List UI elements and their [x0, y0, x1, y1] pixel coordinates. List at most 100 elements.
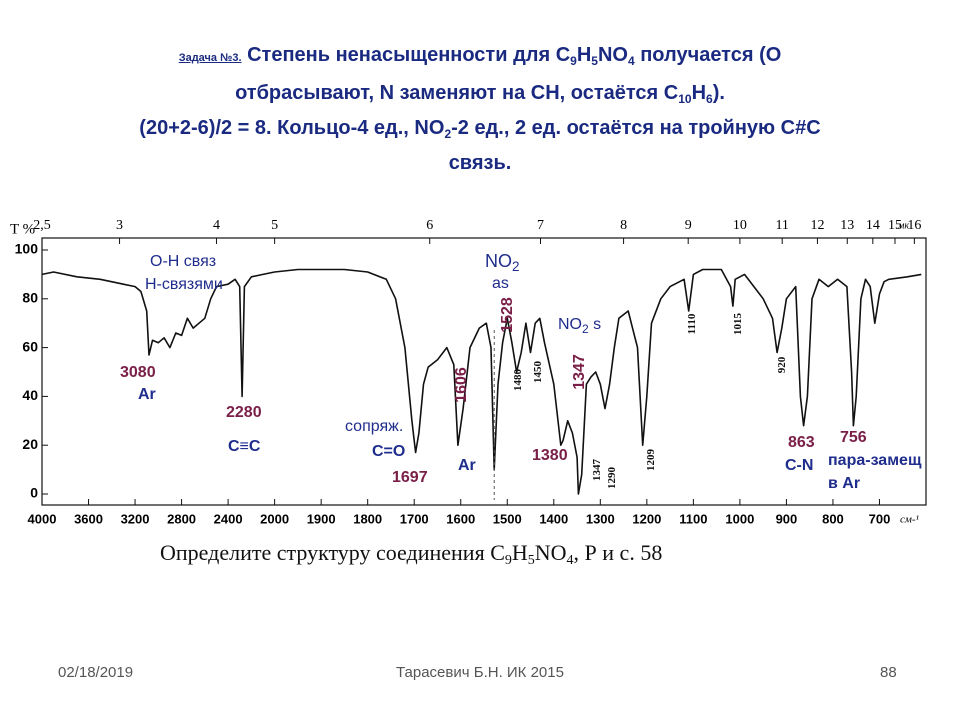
x-tick-label: 2800 [167, 511, 196, 526]
annotation: 1697 [392, 469, 428, 486]
annotation: пара-замещ [828, 452, 922, 469]
header-line: отбрасывают, N заменяют на CH, остаётся … [40, 76, 920, 111]
annotation-text: 3080 [120, 364, 156, 381]
footer-author: Тарасевич Б.Н. ИК 2015 [396, 664, 564, 681]
subscript: 2 [444, 127, 452, 141]
annotation-sub: 2 [512, 259, 520, 274]
subscript: 5 [591, 54, 598, 68]
annotation: NO2 s [558, 316, 601, 336]
x-tick-label: 1600 [446, 511, 475, 526]
x-tick-label: 1400 [539, 511, 568, 526]
x2-tick-label: 11 [775, 218, 788, 233]
text: получается (O [634, 44, 782, 66]
annotation-text: 1290 [606, 467, 618, 490]
header-line: связь. [40, 146, 920, 181]
annotation: 1380 [532, 447, 568, 464]
x2-tick-label: 3 [116, 218, 123, 233]
x2-axis-label: мк [897, 220, 909, 231]
annotation-text: C-N [785, 457, 813, 474]
annotation-text: 863 [788, 434, 815, 451]
subscript: 4 [566, 553, 574, 568]
y-tick-label: 80 [22, 290, 38, 306]
x2-tick-label: 2,5 [33, 218, 51, 233]
footer-page: 88 [880, 664, 897, 681]
annotation-text: C≡C [228, 438, 261, 455]
caption: Определите структуру соединения C9H5NO4,… [160, 540, 663, 568]
annotation-text: 1347 [571, 354, 588, 390]
text: Определите структуру соединения C [160, 540, 505, 565]
text: H [691, 82, 707, 104]
annotation: 3080 [120, 364, 156, 381]
x-tick-label: 3600 [74, 511, 103, 526]
annotation-text: 1015 [732, 313, 744, 336]
annotation-text: 1209 [645, 449, 657, 472]
annotation: 1110 [686, 313, 698, 334]
annotation: 1209 [645, 449, 657, 472]
x-tick-label: 2400 [214, 511, 243, 526]
annotation: в Ar [828, 475, 860, 492]
x-axis-label: см-¹ [900, 514, 919, 526]
x2-tick-label: 10 [733, 218, 747, 233]
text: связь. [448, 152, 512, 174]
annotation-text: Ar [458, 457, 476, 474]
annotation: сопряж. [345, 418, 403, 435]
annotation: O-H связ [150, 253, 216, 270]
text: Степень ненасыщенности для C [241, 44, 571, 66]
annotation-text: Ar [138, 386, 156, 403]
annotation: C-N [785, 457, 813, 474]
text: отбрасывают, N заменяют на CH, остаётся … [235, 82, 679, 104]
y-axis-label: T % [10, 221, 35, 237]
annotation-text: 1450 [532, 361, 544, 384]
annotation: 2280 [226, 404, 262, 421]
x-tick-label: 2000 [260, 511, 289, 526]
text: , Р и с. 58 [573, 540, 663, 565]
annotation: C≡C [228, 438, 261, 455]
subscript: 9 [504, 553, 512, 568]
subscript: 9 [570, 54, 577, 68]
text: NO [534, 540, 567, 565]
annotation-text: O-H связ [150, 253, 216, 270]
annotation-text: H-связями [145, 276, 223, 293]
x-tick-label: 1100 [679, 511, 707, 526]
x-tick-label: 1200 [632, 511, 661, 526]
annotation-text: 2280 [226, 404, 262, 421]
annotation-text: 1347 [591, 459, 603, 482]
x-tick-label: 800 [822, 511, 844, 526]
x2-tick-label: 15 [888, 218, 902, 233]
y-tick-label: 40 [22, 387, 38, 403]
annotation-text: NO [558, 316, 582, 333]
x-tick-label: 700 [869, 511, 891, 526]
subscript: 6 [706, 92, 713, 106]
x2-tick-label: 12 [810, 218, 824, 233]
subscript: 5 [527, 553, 535, 568]
x-tick-label: 1900 [307, 511, 336, 526]
text: ). [712, 82, 725, 104]
annotation-text: 1606 [453, 367, 470, 403]
x2-tick-label: 4 [213, 218, 220, 233]
annotation: 1450 [532, 361, 544, 384]
task-label: Задача №3. [178, 52, 242, 64]
annotation: 756 [840, 429, 867, 446]
x-tick-label: 1500 [493, 511, 522, 526]
y-tick-label: 0 [30, 485, 38, 501]
annotation-text: as [492, 275, 509, 292]
text: NO [597, 44, 628, 66]
annotation-text: сопряж. [345, 418, 403, 435]
x2-tick-label: 14 [866, 218, 880, 233]
annotation-text: 1528 [499, 297, 516, 333]
annotation-tail: s [589, 316, 601, 333]
subscript: 4 [627, 54, 635, 68]
x-tick-label: 1300 [586, 511, 615, 526]
subscript: 10 [678, 92, 692, 106]
annotation: 1480 [512, 369, 524, 392]
x2-tick-label: 13 [840, 218, 854, 233]
y-tick-label: 60 [22, 338, 38, 354]
x2-tick-label: 9 [685, 218, 692, 233]
x2-tick-label: 8 [620, 218, 627, 233]
x2-tick-label: 16 [907, 218, 921, 233]
x-tick-label: 1700 [400, 511, 429, 526]
y-tick-label: 100 [15, 241, 39, 257]
annotation: 1347 [591, 459, 603, 482]
annotation-text: 1110 [686, 313, 698, 334]
annotation: C=O [372, 443, 405, 460]
